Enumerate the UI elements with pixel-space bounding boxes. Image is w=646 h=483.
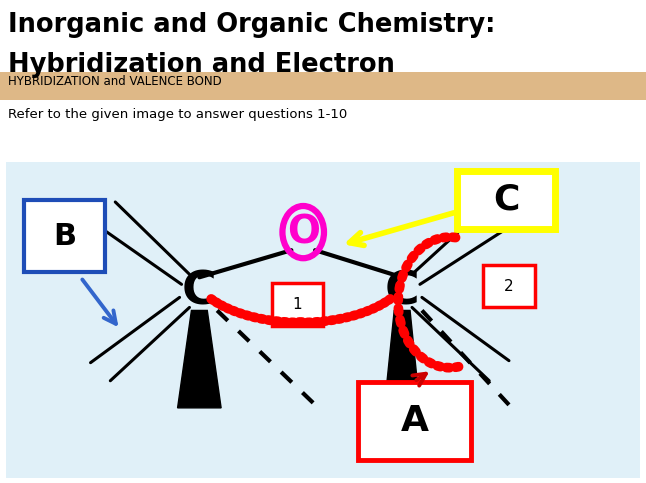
Text: C: C	[493, 183, 519, 217]
FancyBboxPatch shape	[358, 382, 472, 460]
Text: HYBRIDIZATION and VALENCE BOND: HYBRIDIZATION and VALENCE BOND	[8, 75, 222, 88]
Text: Inorganic and Organic Chemistry:: Inorganic and Organic Chemistry:	[8, 12, 495, 38]
Polygon shape	[178, 311, 221, 408]
Polygon shape	[384, 311, 420, 408]
Text: Refer to the given image to answer questions 1-10: Refer to the given image to answer quest…	[8, 108, 348, 121]
FancyBboxPatch shape	[271, 284, 323, 326]
Text: Hybridization and Electron: Hybridization and Electron	[8, 52, 395, 78]
Text: O: O	[287, 213, 320, 251]
FancyBboxPatch shape	[457, 171, 556, 229]
FancyBboxPatch shape	[483, 265, 535, 308]
Text: A: A	[401, 404, 429, 438]
Text: 2: 2	[504, 279, 514, 294]
Text: 1: 1	[293, 297, 302, 312]
Text: B: B	[53, 222, 76, 251]
Text: C: C	[385, 270, 419, 315]
FancyBboxPatch shape	[25, 200, 105, 272]
Text: C: C	[182, 270, 216, 315]
Bar	[0, 71, 646, 99]
